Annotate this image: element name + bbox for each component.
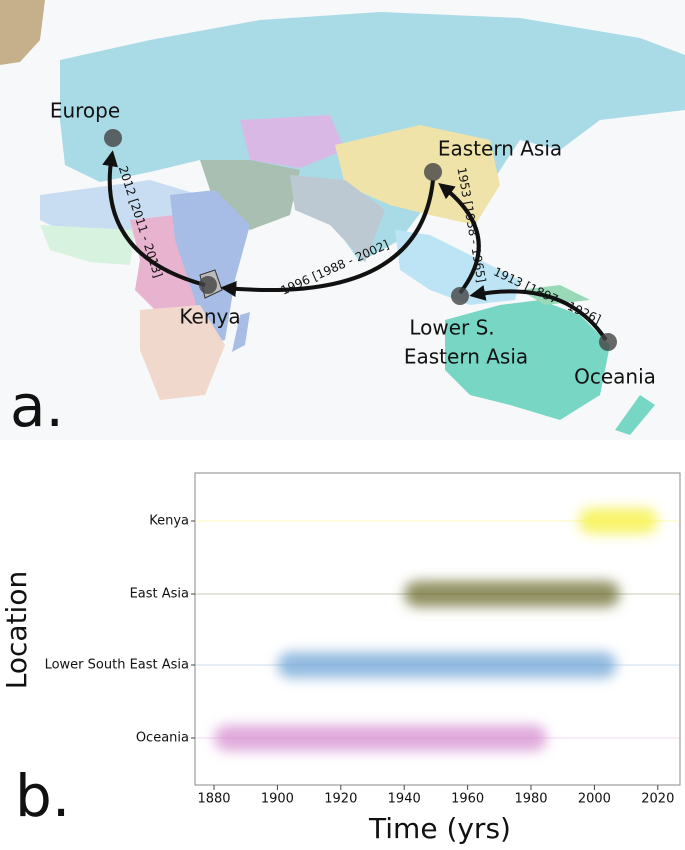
south-asia (290, 175, 385, 262)
range-band (214, 725, 547, 751)
x-tick-label: 1940 (388, 792, 421, 807)
middle-east (200, 160, 300, 230)
y-tick-label: Oceania (136, 731, 189, 746)
arrow (220, 179, 435, 297)
x-tick-label: 1960 (451, 792, 484, 807)
node-label: Eastern Asia (438, 137, 562, 161)
nodes (104, 129, 617, 351)
x-tick-label: 2020 (641, 792, 674, 807)
new-zealand (615, 395, 655, 435)
panel-label: b. (15, 762, 70, 830)
map: 2012 [2011 - 2013] 1996 [1988 - 2002] 19… (0, 0, 685, 440)
node (424, 163, 442, 181)
node (199, 276, 217, 294)
arrows (102, 150, 608, 342)
range-band (578, 508, 658, 534)
new-guinea (520, 285, 590, 305)
southeast-asia (395, 230, 520, 305)
node-label: Europe (50, 99, 120, 123)
node (104, 129, 122, 147)
greenland (0, 0, 45, 65)
x-tick-label: 1980 (514, 792, 547, 807)
arrow (438, 183, 481, 295)
node (451, 287, 469, 305)
timeline-chart: 1880 1900 1920 1940 1960 1980 2000 2020 Kenya Eas… (0, 472, 681, 845)
node-label: Eastern Asia (404, 345, 528, 369)
south-africa (140, 305, 225, 400)
node (599, 333, 617, 351)
east-africa (170, 190, 250, 345)
range-band (404, 581, 620, 607)
madagascar (232, 312, 250, 352)
x-tick-label: 1880 (197, 792, 230, 807)
central-asia (240, 115, 345, 168)
x-tick-label: 1900 (261, 792, 294, 807)
panel-label: a. (10, 372, 64, 440)
node-label: Kenya (179, 305, 240, 329)
x-tick-label: 1920 (324, 792, 357, 807)
australia (445, 300, 610, 420)
x-tick-label: 2000 (578, 792, 611, 807)
y-tick-label: East Asia (130, 587, 189, 602)
y-tick-label: Kenya (149, 514, 189, 529)
node-label: Lower S. (409, 316, 494, 340)
west-africa (40, 225, 135, 265)
y-tick-label: Lower South East Asia (45, 658, 189, 673)
arrow (102, 150, 206, 287)
range-band (277, 652, 617, 678)
node-label: Oceania (574, 365, 656, 389)
arrow (469, 285, 608, 342)
x-axis-title: Time (yrs) (368, 812, 511, 845)
y-axis-title: Location (0, 571, 33, 689)
